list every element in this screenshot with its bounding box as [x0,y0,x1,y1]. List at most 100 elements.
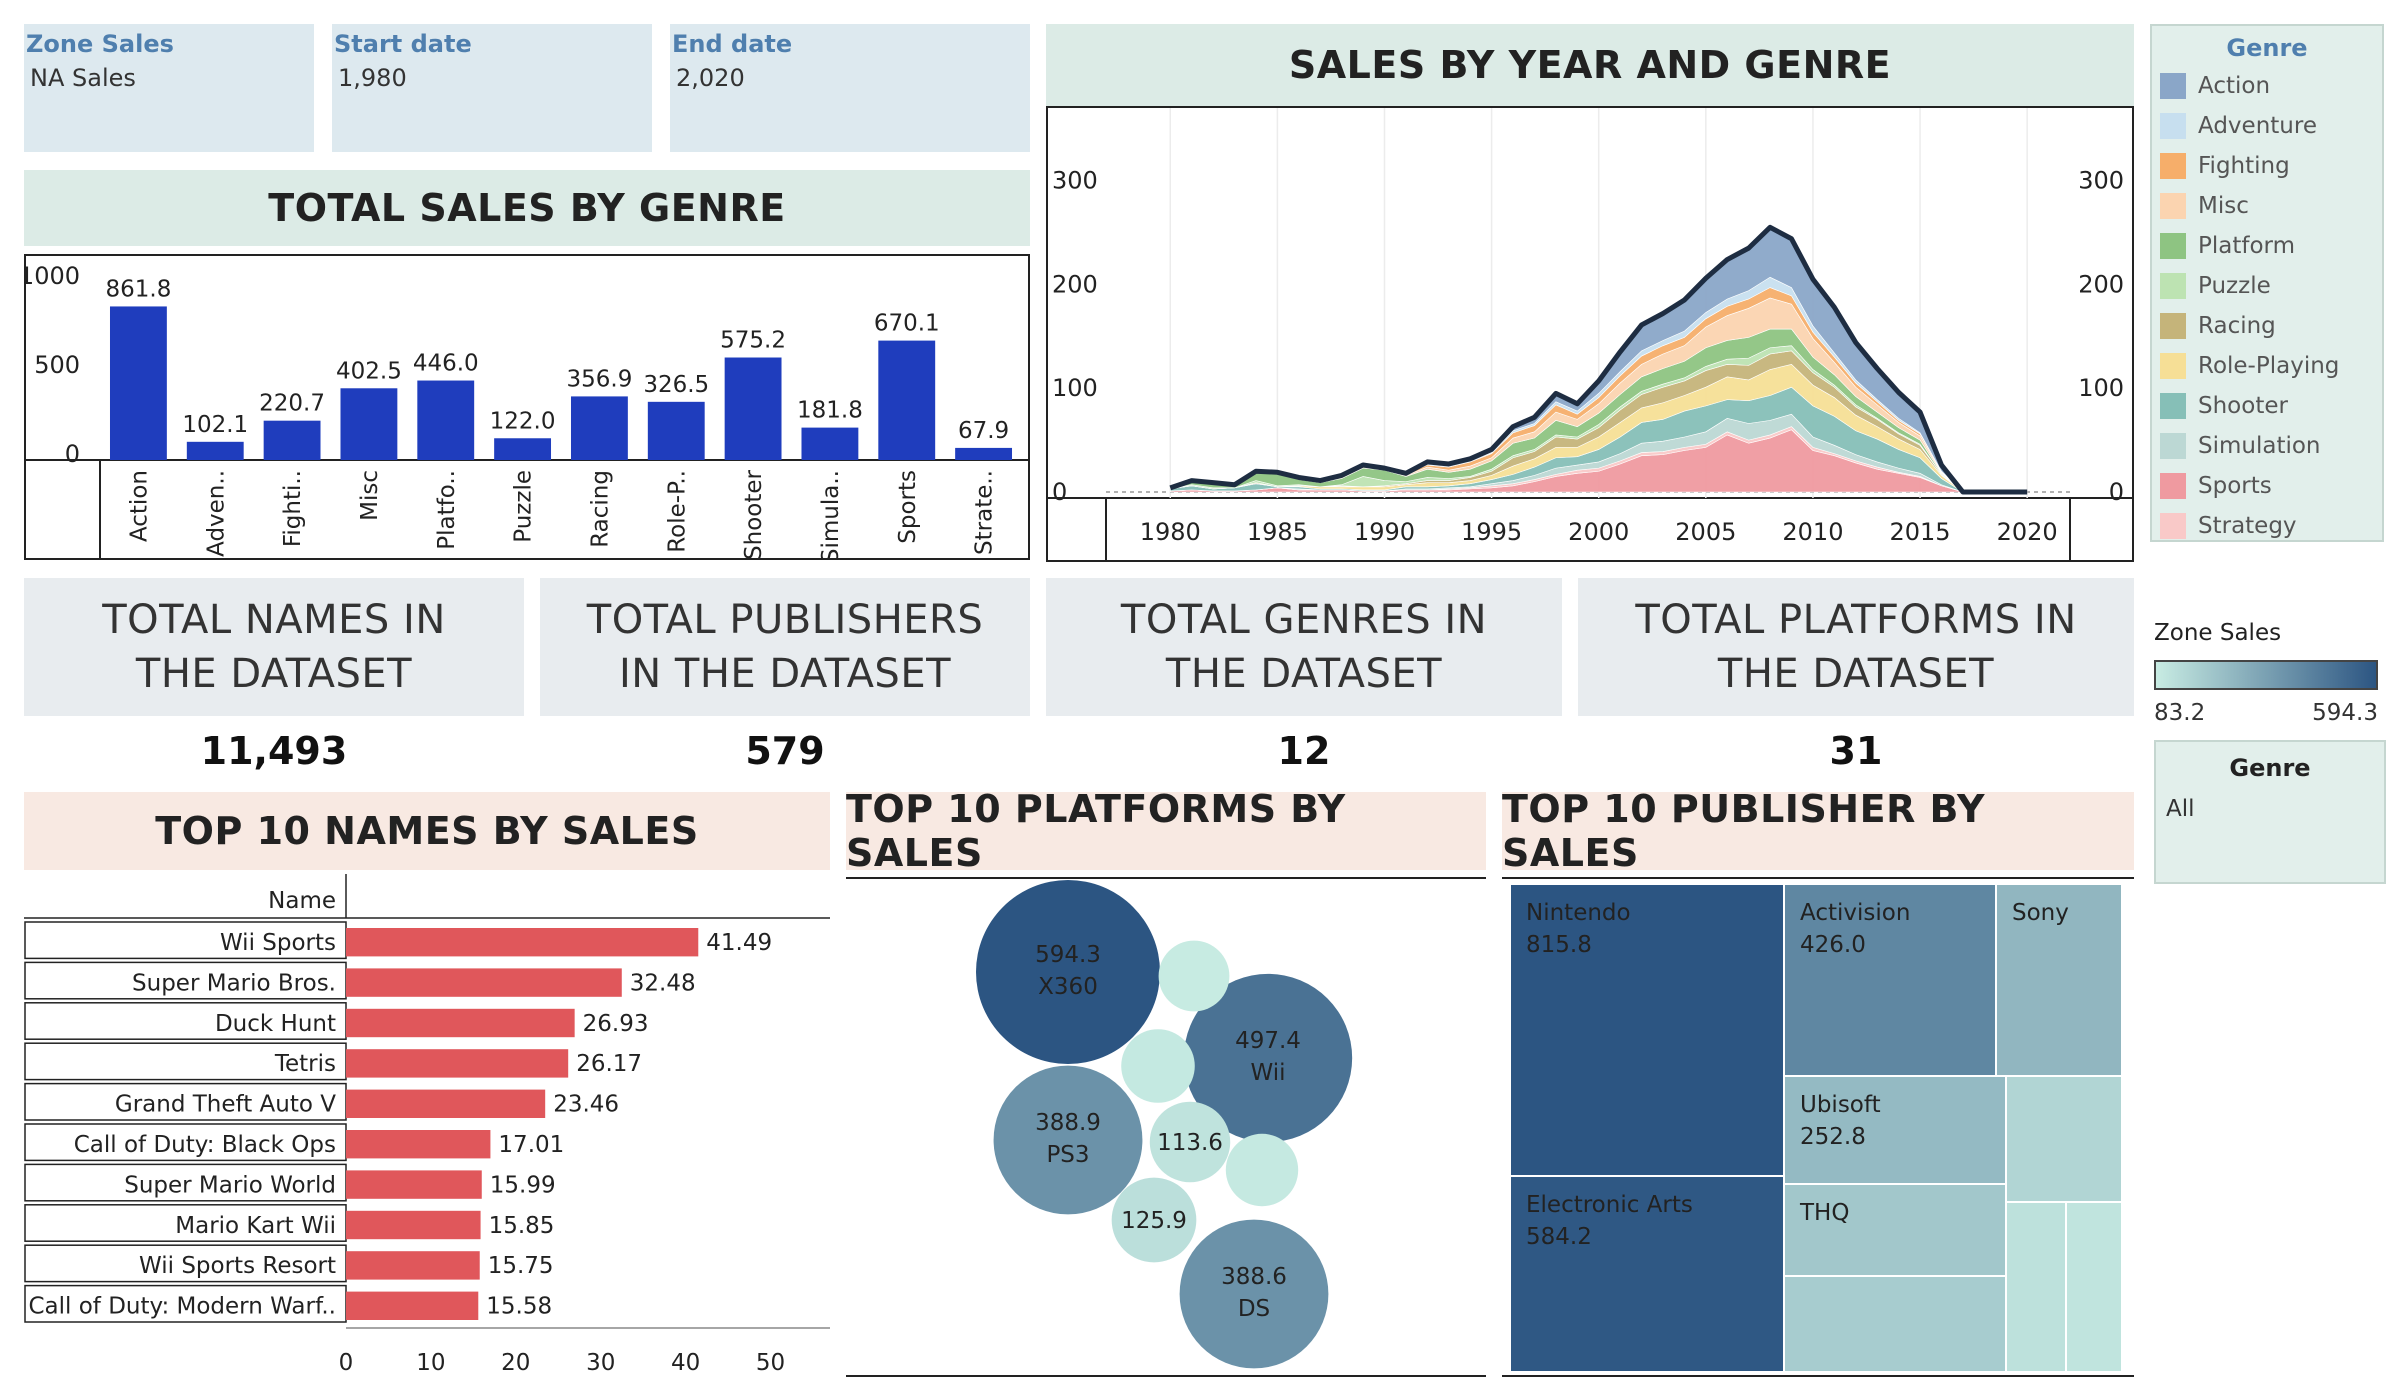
x-tick-label: 2010 [1782,518,1843,546]
genre-bar[interactable] [263,420,321,460]
genre-bar[interactable] [878,340,936,460]
category-label: Racing [587,470,613,548]
genre-bar-chart[interactable]: 0 500 1000 861.8 Action 102.1 Adven.. 220.7 Figh… [24,254,1030,560]
name-row-cell [24,1002,347,1040]
legend-item[interactable]: Fighting [2152,146,2382,186]
publisher-cell[interactable] [1509,883,1785,1177]
name-bar[interactable] [346,1291,479,1320]
name-bar[interactable] [346,1251,480,1280]
legend-item[interactable]: Sports [2152,466,2382,506]
platform-bubble[interactable] [1149,1101,1231,1183]
year-chart-title: SALES BY YEAR AND GENRE [1046,24,2134,106]
platform-bubble[interactable] [1183,973,1353,1143]
platform-bubble[interactable] [1111,1177,1197,1263]
start-date-filter[interactable]: Start date 1,980 [332,24,652,152]
platform-bubble[interactable] [1179,1219,1329,1369]
bubble-value-label: 125.9 [1121,1208,1187,1234]
legend-label: Role-Playing [2198,353,2340,379]
kpi-names-label: TOTAL NAMES IN THE DATASET [24,578,524,716]
platform-bubble[interactable] [976,880,1160,1064]
top-publishers-treemap[interactable]: Nintendo 815.8 Electronic Arts 584.2 Activis… [1502,874,2134,1380]
genre-bar[interactable] [647,401,705,460]
top-platforms-bubble-chart[interactable]: 594.3 X360 497.4 Wii 388.9 PS3 388.6 DS 125.9 113… [846,874,1486,1380]
legend-item[interactable]: Puzzle [2152,266,2382,306]
publisher-cell[interactable] [1783,1275,2007,1373]
genre-filter-value[interactable]: All [2166,796,2195,822]
platform-bubble[interactable] [1225,1133,1299,1207]
genre-bar[interactable] [494,438,552,460]
name-bar[interactable] [346,1170,482,1199]
legend-item[interactable]: Action [2152,66,2382,106]
genre-bar[interactable] [186,441,244,460]
legend-item[interactable]: Misc [2152,186,2382,226]
legend-item[interactable]: Role-Playing [2152,346,2382,386]
genre-bar[interactable] [340,388,398,460]
genre-bar[interactable] [109,306,167,460]
legend-swatch [2160,353,2186,379]
publisher-cell[interactable] [2005,1201,2067,1373]
genre-bar[interactable] [570,396,628,460]
filter-value[interactable]: NA Sales [30,64,136,92]
name-row-cell [24,1042,347,1081]
name-bar[interactable] [346,1089,546,1118]
legend-item[interactable]: Strategy [2152,506,2382,546]
category-label: Fighti.. [280,470,306,547]
platform-bubble[interactable] [993,1065,1143,1215]
name-bar[interactable] [346,1130,491,1159]
publisher-cell[interactable] [1783,883,1997,1077]
x-tick-label: 50 [756,1350,785,1376]
category-label: Puzzle [511,470,537,543]
platform-bubble[interactable] [1158,940,1230,1012]
x-tick-label: 1980 [1140,518,1201,546]
name-bar[interactable] [346,1210,481,1240]
genre-filter[interactable]: Genre All [2154,740,2386,884]
filter-title: Start date [334,30,472,58]
filter-value[interactable]: 2,020 [676,64,745,92]
category-label: Simula.. [818,470,844,560]
zone-sales-legend: Zone Sales 83.2 594.3 [2154,620,2384,730]
legend-label: Puzzle [2198,273,2271,299]
platform-bubble[interactable] [1121,1029,1195,1103]
legend-label: Action [2198,73,2271,99]
end-date-filter[interactable]: End date 2,020 [670,24,1030,152]
top-publishers-title: TOP 10 PUBLISHER BY SALES [1502,787,2134,875]
bar-value-label: 575.2 [720,328,786,354]
legend-item[interactable]: Platform [2152,226,2382,266]
legend-swatch [2160,513,2186,539]
publisher-cell[interactable] [1509,1175,1785,1373]
legend-item[interactable]: Simulation [2152,426,2382,466]
legend-label: Shooter [2198,393,2288,419]
name-bar[interactable] [346,928,699,957]
top-names-bar-chart[interactable]: Name Wii Sports 41.49 Super Mario Bros. 32.4… [24,874,830,1380]
name-bar[interactable] [346,968,622,997]
x-tick-label: 2015 [1890,518,1951,546]
publisher-cell[interactable] [1783,1183,2007,1277]
genre-bar[interactable] [417,380,475,460]
kpi-platforms-value: 31 [1829,729,1883,773]
publisher-cell[interactable] [2005,1075,2123,1203]
legend-item[interactable]: Racing [2152,306,2382,346]
name-row-label: Duck Hunt [215,1011,336,1037]
genre-bar[interactable] [801,427,859,460]
name-bar[interactable] [346,1008,575,1038]
filter-value[interactable]: 1,980 [338,64,407,92]
x-tick-label: 1985 [1247,518,1308,546]
bar-value-label: 122.0 [490,408,556,434]
legend-item[interactable]: Adventure [2152,106,2382,146]
y-tick-label: 1000 [24,262,80,290]
name-bar-value: 15.75 [488,1253,554,1279]
publisher-cell[interactable] [2065,1201,2123,1373]
name-row-label: Wii Sports Resort [139,1253,336,1279]
name-bar[interactable] [346,1049,569,1078]
year-area-chart[interactable]: 1980 1985 1990 1995 2000 2005 2010 2015 2020 0 0 10… [1046,106,2134,562]
genre-bar[interactable] [724,357,782,460]
publisher-cell[interactable] [1995,883,2123,1077]
y-tick-label-right: 100 [2078,374,2124,402]
name-row-cell [24,1284,347,1323]
zone-sales-filter[interactable]: Zone Sales NA Sales [24,24,314,152]
x-tick-label: 40 [671,1350,700,1376]
genre-bar[interactable] [955,447,1013,460]
publisher-label: THQ [1799,1200,1849,1226]
name-bar-value: 32.48 [630,970,696,996]
legend-item[interactable]: Shooter [2152,386,2382,426]
